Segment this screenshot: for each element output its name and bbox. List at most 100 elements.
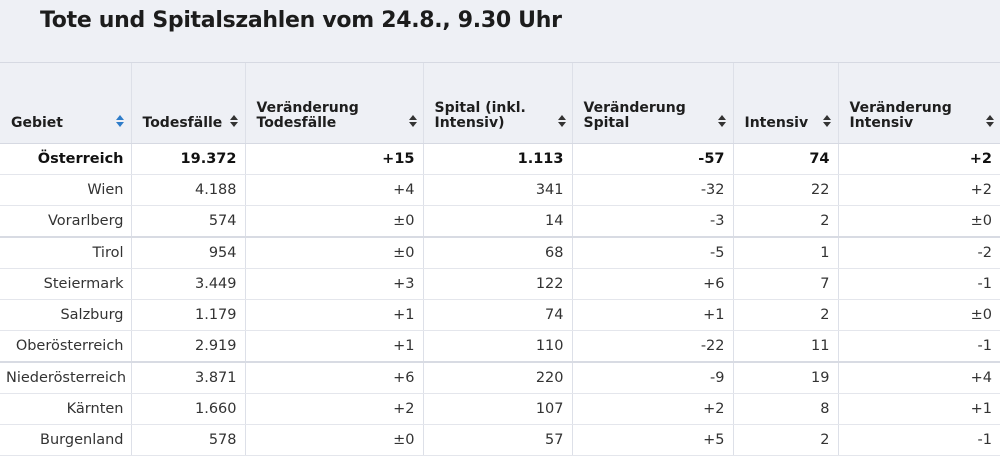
- column-header-label: Gebiet: [11, 115, 63, 131]
- sort-icon[interactable]: [822, 115, 832, 127]
- value-cell: +3: [244, 268, 423, 300]
- value-cell: 11: [732, 330, 838, 363]
- table-row: Burgenland 578 ±0 57 +5 2 -1: [0, 424, 1000, 456]
- column-header-2[interactable]: Veränderung Todesfälle: [244, 62, 423, 144]
- sort-icon[interactable]: [229, 115, 239, 127]
- region-cell: Niederösterreich: [0, 362, 131, 394]
- sort-icon[interactable]: [718, 115, 727, 127]
- value-cell: -22: [571, 330, 733, 363]
- value-cell: -32: [571, 174, 733, 206]
- value-cell: ±0: [244, 237, 423, 269]
- value-cell: +2: [837, 143, 1000, 175]
- value-cell: 2: [732, 424, 838, 456]
- column-header-label: Intensiv: [744, 115, 809, 131]
- value-cell: 19.372: [130, 143, 245, 175]
- data-table: Gebiet Todesfälle Veränderung Todesfälle Sp…: [0, 62, 1000, 456]
- value-cell: +1: [837, 393, 1000, 425]
- table-row: Österreich 19.372 +15 1.113 -57 74 +2: [0, 143, 1000, 175]
- region-cell: Steiermark: [0, 268, 131, 300]
- region-cell: Vorarlberg: [0, 205, 131, 238]
- value-cell: 22: [732, 174, 838, 206]
- table-row: Niederösterreich 3.871 +6 220 -9 19 +4: [0, 362, 1000, 394]
- value-cell: +5: [571, 424, 733, 456]
- value-cell: +1: [244, 299, 423, 331]
- value-cell: ±0: [837, 299, 1000, 331]
- value-cell: -1: [837, 268, 1000, 300]
- column-header-label: Spital (inkl. Intensiv): [434, 100, 526, 131]
- value-cell: +4: [837, 362, 1000, 394]
- value-cell: 2: [732, 205, 838, 238]
- value-cell: -9: [571, 362, 733, 394]
- value-cell: +6: [244, 362, 423, 394]
- sort-icon[interactable]: [986, 115, 994, 127]
- value-cell: -57: [571, 143, 733, 175]
- value-cell: 19: [732, 362, 838, 394]
- value-cell: -1: [837, 330, 1000, 363]
- value-cell: 74: [732, 143, 838, 175]
- value-cell: 14: [422, 205, 572, 238]
- value-cell: 3.449: [130, 268, 245, 300]
- value-cell: 3.871: [130, 362, 245, 394]
- column-header-5[interactable]: Intensiv: [732, 62, 838, 144]
- column-header-3[interactable]: Spital (inkl. Intensiv): [422, 62, 572, 144]
- value-cell: ±0: [244, 205, 423, 238]
- value-cell: +15: [244, 143, 423, 175]
- value-cell: ±0: [244, 424, 423, 456]
- table-row: Kärnten 1.660 +2 107 +2 8 +1: [0, 393, 1000, 425]
- title-bar: Tote und Spitalszahlen vom 24.8., 9.30 U…: [0, 0, 1000, 62]
- value-cell: 7: [732, 268, 838, 300]
- value-cell: +2: [837, 174, 1000, 206]
- value-cell: 578: [130, 424, 245, 456]
- value-cell: 57: [422, 424, 572, 456]
- table-row: Tirol 954 ±0 68 -5 1 -2: [0, 237, 1000, 269]
- value-cell: 4.188: [130, 174, 245, 206]
- table-body: Österreich 19.372 +15 1.113 -57 74 +2 Wien 4.188…: [0, 143, 1000, 456]
- region-cell: Salzburg: [0, 299, 131, 331]
- value-cell: 107: [422, 393, 572, 425]
- value-cell: 110: [422, 330, 572, 363]
- value-cell: 2: [732, 299, 838, 331]
- value-cell: 1.660: [130, 393, 245, 425]
- value-cell: 341: [422, 174, 572, 206]
- region-cell: Kärnten: [0, 393, 131, 425]
- value-cell: ±0: [837, 205, 1000, 238]
- value-cell: 1: [732, 237, 838, 269]
- table-row: Vorarlberg 574 ±0 14 -3 2 ±0: [0, 205, 1000, 238]
- region-cell: Österreich: [0, 143, 131, 175]
- value-cell: 574: [130, 205, 245, 238]
- value-cell: -3: [571, 205, 733, 238]
- value-cell: 1.113: [422, 143, 572, 175]
- table-header: Gebiet Todesfälle Veränderung Todesfälle Sp…: [0, 62, 1000, 144]
- table-row: Oberösterreich 2.919 +1 110 -22 11 -1: [0, 330, 1000, 363]
- value-cell: 1.179: [130, 299, 245, 331]
- value-cell: +2: [244, 393, 423, 425]
- column-header-label: Veränderung Todesfälle: [256, 100, 359, 131]
- column-header-label: Veränderung Intensiv: [849, 100, 952, 131]
- value-cell: +4: [244, 174, 423, 206]
- value-cell: 122: [422, 268, 572, 300]
- column-header-label: Todesfälle: [142, 115, 223, 131]
- region-cell: Burgenland: [0, 424, 131, 456]
- column-header-1[interactable]: Todesfälle: [130, 62, 245, 144]
- table-row: Steiermark 3.449 +3 122 +6 7 -1: [0, 268, 1000, 300]
- sort-icon[interactable]: [408, 115, 417, 127]
- value-cell: -5: [571, 237, 733, 269]
- page-title: Tote und Spitalszahlen vom 24.8., 9.30 U…: [40, 8, 562, 33]
- value-cell: 220: [422, 362, 572, 394]
- sort-icon[interactable]: [557, 115, 566, 127]
- value-cell: 8: [732, 393, 838, 425]
- data-table-wrapper: Gebiet Todesfälle Veränderung Todesfälle Sp…: [0, 62, 1000, 456]
- value-cell: -1: [837, 424, 1000, 456]
- column-header-4[interactable]: Veränderung Spital: [571, 62, 733, 144]
- value-cell: +2: [571, 393, 733, 425]
- column-header-label: Veränderung Spital: [583, 100, 686, 131]
- table-row: Salzburg 1.179 +1 74 +1 2 ±0: [0, 299, 1000, 331]
- value-cell: -2: [837, 237, 1000, 269]
- column-header-6[interactable]: Veränderung Intensiv: [837, 62, 1000, 144]
- region-cell: Wien: [0, 174, 131, 206]
- sort-icon[interactable]: [115, 115, 125, 127]
- region-cell: Oberösterreich: [0, 330, 131, 363]
- value-cell: +1: [244, 330, 423, 363]
- column-header-0[interactable]: Gebiet: [0, 62, 131, 144]
- value-cell: 68: [422, 237, 572, 269]
